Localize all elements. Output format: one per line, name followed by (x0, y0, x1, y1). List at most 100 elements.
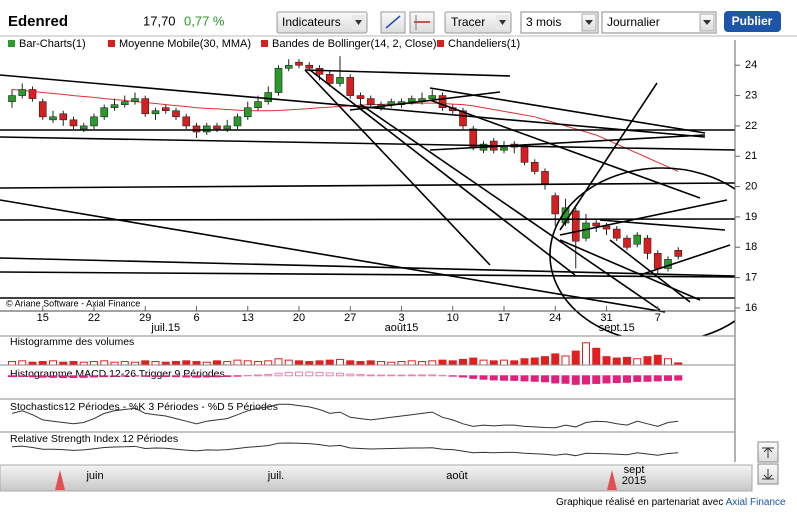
candle-body (551, 195, 560, 215)
bar (305, 361, 314, 366)
bar (79, 375, 88, 378)
bar (69, 361, 78, 366)
legend-swatch (108, 40, 115, 47)
bar (397, 374, 406, 377)
bar (8, 361, 16, 366)
navigator-label: 2015 (622, 475, 646, 487)
candle-body (284, 64, 293, 69)
bar (141, 360, 150, 366)
candle-body (469, 128, 478, 148)
candle-body (346, 77, 355, 96)
bar (49, 375, 57, 378)
bar (459, 375, 467, 378)
bar (510, 360, 519, 366)
bar (315, 371, 324, 377)
footer-link[interactable]: Axial Finance (726, 497, 786, 508)
bar (120, 361, 129, 366)
bar (653, 375, 662, 382)
candle-body (530, 162, 539, 172)
indicators-button[interactable] (276, 11, 368, 34)
candle-body (243, 107, 252, 118)
bar (664, 375, 672, 381)
draw-label: Tracer (451, 15, 485, 29)
candle-body (571, 210, 580, 242)
price-plot (8, 56, 683, 275)
y-tick-label: 22 (745, 120, 757, 132)
bar (541, 356, 549, 366)
candle-body (110, 104, 119, 109)
period-select[interactable] (520, 11, 599, 34)
candle-body (223, 125, 232, 130)
x-tick-label: 31 (600, 312, 612, 324)
zoom-icon (762, 447, 774, 458)
candle-body (623, 237, 631, 248)
navigator[interactable] (0, 464, 753, 492)
candle-body (520, 146, 529, 163)
indicator-line (11, 403, 679, 429)
bar (469, 357, 478, 366)
draw-button[interactable] (444, 11, 512, 34)
bar (571, 375, 580, 385)
candle-body (295, 61, 303, 66)
bar (213, 375, 221, 378)
arrow-icon (355, 20, 362, 25)
bar (551, 375, 560, 384)
navigator-label: août (446, 470, 467, 482)
bar (428, 374, 437, 377)
bar (336, 358, 344, 366)
candle-body (79, 125, 88, 130)
y-tick-label: 20 (745, 180, 757, 192)
publish-button[interactable] (724, 11, 781, 32)
candle-body (8, 95, 16, 102)
x-tick-label: 29 (139, 312, 151, 324)
candle-body (407, 98, 416, 102)
interval-select[interactable] (601, 11, 717, 34)
indicator-line (11, 442, 679, 457)
candle-body (643, 237, 652, 254)
bar (110, 375, 119, 377)
bar (489, 375, 498, 381)
month-label: juil.15 (150, 322, 180, 334)
navigator-handle[interactable] (55, 470, 65, 490)
bar (59, 375, 68, 378)
bar (346, 373, 355, 377)
y-tick-label: 18 (745, 241, 757, 253)
y-tick-label: 24 (745, 59, 757, 71)
candle-body (325, 74, 334, 84)
month-label: sept.15 (599, 322, 635, 334)
candle-body (315, 67, 324, 75)
legend-label: Bandes de Bollinger(14, 2, Close) (272, 38, 436, 50)
y-tick-label: 21 (745, 150, 757, 162)
bar (8, 375, 16, 378)
bar (387, 374, 396, 377)
candle-body (336, 77, 344, 84)
bar (643, 356, 652, 366)
bar (489, 360, 498, 366)
bar (172, 375, 180, 378)
bar (664, 358, 672, 366)
candle-body (233, 116, 242, 127)
candle-body (500, 146, 508, 151)
bar (356, 361, 365, 366)
bar (305, 371, 314, 377)
candle-body (633, 234, 642, 245)
bar (295, 371, 303, 377)
bar (520, 358, 529, 366)
bar (172, 361, 180, 366)
bar (295, 360, 303, 366)
x-tick-label: 27 (344, 312, 356, 324)
navigator-label: sept (624, 464, 645, 476)
candle-body (213, 125, 221, 130)
arrow-icon (703, 20, 711, 25)
navigator-handle[interactable] (607, 470, 617, 490)
bar (602, 356, 611, 366)
bar (38, 361, 47, 366)
bar (500, 375, 508, 381)
bar (407, 360, 416, 366)
trend-lines (0, 69, 735, 336)
bar (90, 361, 98, 366)
panel-title: Histogramme des volumes (10, 336, 134, 348)
candle-body (120, 101, 129, 105)
bar (479, 359, 488, 366)
panel-title: Histogramme MACD 12-26 Trigger 9 Période… (10, 368, 225, 380)
